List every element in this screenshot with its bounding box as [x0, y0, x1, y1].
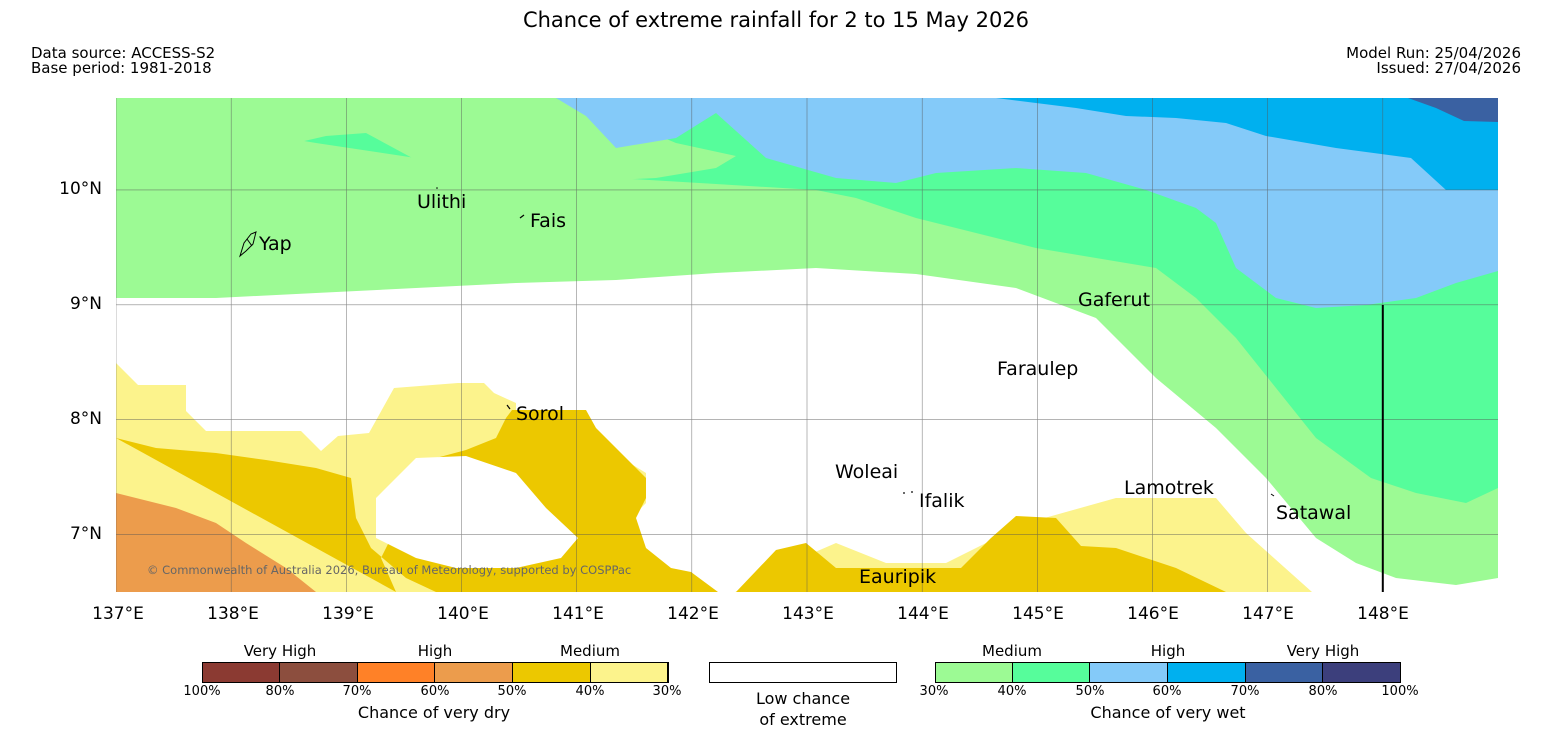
- wet-swatch-50-60: [1090, 662, 1168, 682]
- lon-label-140e: 140°E: [437, 604, 489, 624]
- place-label-faraulep: Faraulep: [997, 358, 1078, 380]
- lon-label-143e: 143°E: [782, 604, 834, 624]
- lon-label-141e: 141°E: [552, 604, 604, 624]
- lon-label-147e: 147°E: [1242, 604, 1294, 624]
- dry-category-very-high: Very High: [243, 642, 317, 660]
- wet-very-high-70-band: [1408, 98, 1498, 122]
- rainfall-map: Ulithi Fais Yap Sorol Gaferut Faraulep W…: [116, 98, 1498, 592]
- dry-colorbar-frame: [202, 662, 669, 683]
- dry-tick-60: 60%: [420, 684, 450, 699]
- dry-high-60-band: [116, 493, 316, 592]
- dry-swatch-80-70: [280, 662, 358, 682]
- wet-tick-50: 50%: [1075, 684, 1105, 699]
- wet-swatch-30-40: [935, 662, 1013, 682]
- wet-tick-30: 30%: [919, 684, 949, 699]
- place-label-sorol: Sorol: [516, 403, 564, 425]
- ifalik-atoll-mark: [911, 491, 913, 493]
- wet-swatch-60-70: [1168, 662, 1246, 682]
- wet-tick-60: 60%: [1152, 684, 1182, 699]
- dry-tick-100: 100%: [183, 684, 221, 699]
- wet-colorbar-frame: [935, 662, 1401, 683]
- model-run-text: Model Run: 25/04/2026: [1346, 44, 1521, 62]
- place-label-gaferut: Gaferut: [1078, 289, 1150, 311]
- low-chance-swatch: [709, 662, 897, 683]
- place-label-woleai: Woleai: [835, 461, 898, 483]
- run-info: Model Run: 25/04/2026 Issued: 27/04/2026: [1346, 46, 1521, 76]
- dry-swatch-50-40: [513, 662, 591, 682]
- wet-tick-80: 80%: [1308, 684, 1338, 699]
- lat-label-9n: 9°N: [69, 294, 102, 314]
- base-period-text: Base period: 1981-2018: [31, 59, 212, 77]
- lon-label-137e: 137°E: [92, 604, 144, 624]
- wet-high-50-band: [556, 98, 1498, 308]
- dry-category-medium: Medium: [560, 642, 620, 660]
- dry-tick-50: 50%: [497, 684, 527, 699]
- dry-category-high: High: [417, 642, 453, 660]
- wet-colorbar-title: Chance of very wet: [1090, 703, 1246, 722]
- data-source-text: Data source: ACCESS-S2: [31, 44, 216, 62]
- wet-tick-100: 100%: [1381, 684, 1419, 699]
- lat-label-8n: 8°N: [69, 409, 102, 429]
- wet-category-very-high: Very High: [1286, 642, 1360, 660]
- graticule: [116, 98, 1498, 592]
- low-chance-title-line2: of extreme: [759, 710, 847, 729]
- dry-tick-70: 70%: [342, 684, 372, 699]
- dry-swatch-70-60: [358, 662, 435, 682]
- wet-swatch-70-80: [1246, 662, 1323, 682]
- place-label-yap: Yap: [258, 233, 292, 255]
- issued-text: Issued: 27/04/2026: [1376, 59, 1521, 77]
- dry-swatch-100-80: [202, 662, 280, 682]
- low-chance-title-line1: Low chance: [755, 689, 851, 708]
- lon-label-139e: 139°E: [322, 604, 374, 624]
- wet-swatch-40-50: [1013, 662, 1090, 682]
- low-chance-title: Low chance of extreme: [703, 688, 903, 730]
- dry-tick-80: 80%: [265, 684, 295, 699]
- place-label-ifalik: Ifalik: [919, 490, 965, 512]
- ulithi-atoll-mark: [436, 187, 438, 189]
- low-chance-hole: [376, 456, 578, 568]
- dry-medium-40-south: [736, 516, 1226, 592]
- place-label-lamotrek: Lamotrek: [1124, 477, 1214, 499]
- sorol-atoll-mark: [506, 404, 511, 410]
- wet-category-high: High: [1150, 642, 1186, 660]
- wet-high-60-band: [996, 98, 1498, 190]
- place-label-ulithi: Ulithi: [417, 191, 466, 213]
- copyright-notice: © Commonwealth of Australia 2026, Bureau…: [147, 563, 631, 577]
- woleai-atoll-mark: [903, 492, 905, 494]
- lon-label-146e: 146°E: [1127, 604, 1179, 624]
- lon-label-138e: 138°E: [207, 604, 259, 624]
- place-label-satawal: Satawal: [1276, 502, 1351, 524]
- wet-tick-40: 40%: [997, 684, 1027, 699]
- dry-swatch-60-50: [435, 662, 513, 682]
- lat-label-10n: 10°N: [59, 179, 102, 199]
- lat-label-7n: 7°N: [69, 524, 102, 544]
- wet-medium-40-northwest: [116, 98, 736, 182]
- dry-tick-40: 40%: [575, 684, 605, 699]
- lon-label-148e: 148°E: [1357, 604, 1409, 624]
- satawal-island-mark: [1270, 493, 1275, 497]
- lon-label-144e: 144°E: [897, 604, 949, 624]
- dry-swatch-40-30: [591, 662, 668, 682]
- fais-island-mark: [519, 214, 525, 219]
- place-label-eauripik: Eauripik: [859, 566, 936, 588]
- dry-tick-30: 30%: [652, 684, 682, 699]
- wet-tick-70: 70%: [1230, 684, 1260, 699]
- source-info: Data source: ACCESS-S2 Base period: 1981…: [31, 46, 215, 76]
- lon-label-142e: 142°E: [667, 604, 719, 624]
- yap-island-outline: [239, 231, 257, 258]
- place-label-fais: Fais: [530, 210, 566, 232]
- wet-category-medium: Medium: [982, 642, 1042, 660]
- map-title: Chance of extreme rainfall for 2 to 15 M…: [522, 8, 1030, 32]
- dry-colorbar-title: Chance of very dry: [357, 703, 511, 722]
- lon-label-145e: 145°E: [1012, 604, 1064, 624]
